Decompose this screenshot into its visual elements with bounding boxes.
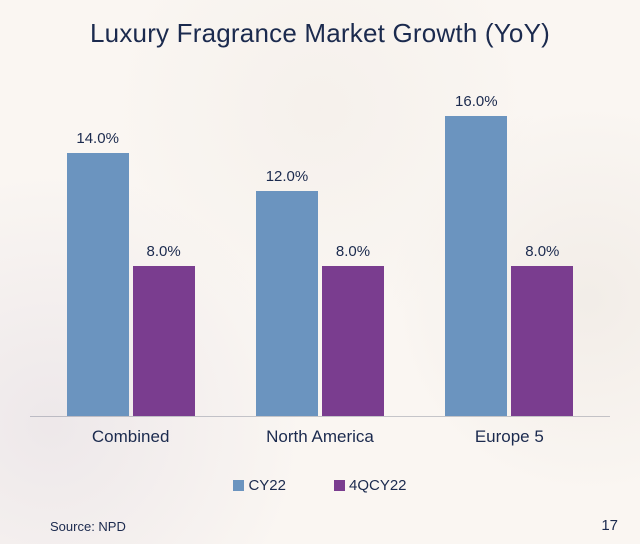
bar-group: 14.0% 8.0% bbox=[36, 130, 225, 416]
bar-value-label: 14.0% bbox=[76, 130, 119, 147]
chart-title: Luxury Fragrance Market Growth (YoY) bbox=[30, 18, 610, 49]
bar-value-label: 8.0% bbox=[525, 243, 559, 260]
legend-label: 4QCY22 bbox=[349, 477, 407, 494]
category-label: Combined bbox=[36, 427, 225, 447]
category-label: Europe 5 bbox=[415, 427, 604, 447]
legend-swatch bbox=[334, 480, 345, 491]
category-axis: Combined North America Europe 5 bbox=[30, 417, 610, 447]
bar-value-label: 16.0% bbox=[455, 93, 498, 110]
bar bbox=[67, 153, 129, 416]
bar-wrap: 8.0% bbox=[322, 243, 384, 416]
legend-swatch bbox=[233, 480, 244, 491]
chart-plot-area: 14.0% 8.0% 12.0% 8.0% 16.0% bbox=[30, 77, 610, 417]
bar bbox=[133, 266, 195, 416]
source-label: Source: NPD bbox=[50, 519, 126, 534]
legend-label: CY22 bbox=[248, 477, 286, 494]
bar-group: 12.0% 8.0% bbox=[225, 168, 414, 416]
bar bbox=[256, 191, 318, 416]
legend-item: CY22 bbox=[233, 477, 286, 494]
page-number: 17 bbox=[601, 517, 618, 534]
footer: Source: NPD 17 bbox=[0, 517, 640, 534]
bar-wrap: 8.0% bbox=[511, 243, 573, 416]
bar bbox=[511, 266, 573, 416]
bar bbox=[445, 116, 507, 416]
bar-wrap: 8.0% bbox=[133, 243, 195, 416]
bar bbox=[322, 266, 384, 416]
bar-value-label: 8.0% bbox=[147, 243, 181, 260]
legend-item: 4QCY22 bbox=[334, 477, 407, 494]
bar-wrap: 12.0% bbox=[256, 168, 318, 416]
slide: Luxury Fragrance Market Growth (YoY) 14.… bbox=[0, 0, 640, 544]
bar-wrap: 14.0% bbox=[67, 130, 129, 416]
bar-value-label: 12.0% bbox=[266, 168, 309, 185]
bar-wrap: 16.0% bbox=[445, 93, 507, 416]
category-label: North America bbox=[225, 427, 414, 447]
bar-group: 16.0% 8.0% bbox=[415, 93, 604, 416]
bar-value-label: 8.0% bbox=[336, 243, 370, 260]
legend: CY22 4QCY22 bbox=[30, 477, 610, 494]
